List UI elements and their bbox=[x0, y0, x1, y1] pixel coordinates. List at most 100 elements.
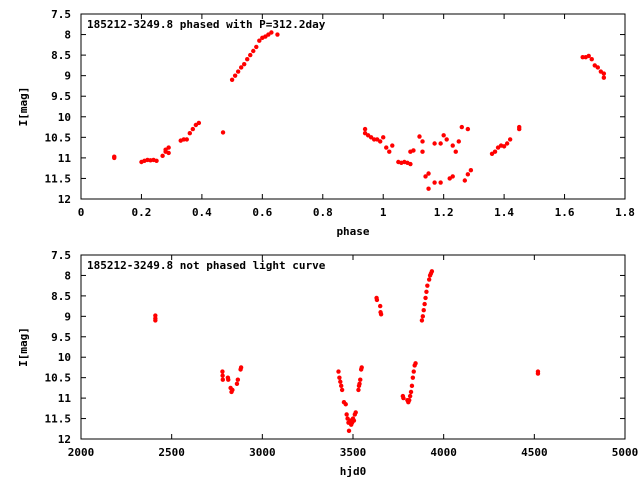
phased-data-point bbox=[187, 131, 192, 136]
phased-x-tick-label: 0.6 bbox=[252, 206, 272, 219]
unphased-data-point bbox=[153, 318, 158, 323]
phased-data-point bbox=[251, 48, 256, 54]
phased-data-point bbox=[450, 143, 455, 148]
unphased-data-point bbox=[429, 269, 435, 274]
unphased-x-tick-label: 3500 bbox=[340, 446, 367, 459]
phased-data-point bbox=[242, 61, 247, 67]
phased-x-tick-label: 1 bbox=[380, 206, 387, 219]
phased-y-tick-label: 10 bbox=[58, 111, 71, 124]
phased-data-point bbox=[468, 168, 474, 173]
unphased-data-point bbox=[425, 283, 430, 288]
unphased-data-point bbox=[374, 297, 380, 303]
phased-data-point bbox=[432, 141, 437, 146]
unphased-y-tick-label: 11.5 bbox=[45, 413, 72, 426]
phased-data-point bbox=[586, 53, 591, 59]
phased-data-point bbox=[275, 32, 280, 37]
phased-data-point bbox=[190, 126, 196, 132]
phased-data-point bbox=[220, 130, 226, 135]
unphased-y-tick-label: 11 bbox=[58, 392, 72, 405]
phased-axis-ticks: 0 0.2 0.4 0.6 0.8 1 1.2 1.4 1.6 1.8 7.5 8 8.5 9 9.5 10 1… bbox=[45, 8, 635, 219]
phased-data-point bbox=[426, 171, 431, 176]
phased-y-tick-label: 8.5 bbox=[51, 49, 71, 62]
phased-data-point bbox=[432, 180, 437, 185]
phased-data-point bbox=[232, 73, 238, 78]
phased-data-point bbox=[595, 65, 600, 70]
phased-data-point bbox=[229, 77, 235, 82]
unphased-data-point bbox=[411, 369, 416, 374]
unphased-data-points bbox=[153, 269, 541, 434]
phased-data-point bbox=[465, 126, 471, 132]
phased-y-tick-label: 9.5 bbox=[51, 90, 71, 103]
phased-data-point bbox=[492, 149, 498, 154]
phased-data-point bbox=[580, 54, 585, 60]
phased-chart-title: 185212-3249.8 phased with P=312.2day bbox=[87, 18, 326, 31]
unphased-x-axis-label: hjd0 bbox=[340, 465, 367, 478]
phased-y-tick-label: 8 bbox=[64, 29, 71, 42]
unphased-data-point bbox=[401, 395, 406, 401]
phased-y-tick-label: 11.5 bbox=[45, 172, 72, 185]
phased-data-point bbox=[184, 137, 189, 142]
unphased-data-point bbox=[359, 365, 364, 370]
unphased-y-tick-label: 7.5 bbox=[51, 249, 71, 262]
unphased-data-point bbox=[234, 381, 240, 386]
unphased-y-tick-label: 10.5 bbox=[45, 372, 72, 385]
unphased-data-point bbox=[424, 289, 429, 294]
phased-x-tick-label: 0.2 bbox=[132, 206, 152, 219]
unphased-y-tick-label: 8 bbox=[64, 269, 71, 282]
phased-data-point bbox=[166, 145, 171, 150]
unphased-x-tick-label: 4500 bbox=[521, 446, 548, 459]
phased-data-point bbox=[112, 155, 117, 161]
phased-data-point bbox=[384, 145, 389, 150]
unphased-data-point bbox=[337, 375, 342, 380]
phased-x-tick-label: 1.4 bbox=[494, 206, 514, 219]
unphased-data-point bbox=[356, 387, 361, 393]
unphased-data-point bbox=[410, 375, 416, 380]
unphased-data-point bbox=[409, 383, 415, 389]
phased-data-point bbox=[444, 137, 449, 142]
unphased-data-point bbox=[419, 318, 425, 323]
phased-data-point bbox=[438, 180, 443, 185]
phased-data-point bbox=[235, 69, 241, 74]
phased-data-point bbox=[154, 158, 159, 163]
phased-data-point bbox=[601, 75, 607, 80]
phased-data-point bbox=[504, 141, 510, 146]
phased-data-point bbox=[166, 150, 171, 156]
phased-data-point bbox=[420, 139, 425, 144]
phased-data-point bbox=[269, 30, 274, 35]
phased-data-point bbox=[245, 57, 250, 62]
unphased-chart-title: 185212-3249.8 not phased light curve bbox=[87, 259, 326, 272]
unphased-data-point bbox=[423, 295, 428, 301]
unphased-data-point bbox=[408, 389, 414, 395]
phased-data-point bbox=[381, 135, 386, 140]
phased-x-tick-label: 0.8 bbox=[313, 206, 333, 219]
unphased-x-tick-label: 5000 bbox=[612, 446, 639, 459]
phased-data-point bbox=[517, 126, 522, 132]
phased-data-point bbox=[248, 52, 253, 58]
phased-y-tick-label: 9 bbox=[64, 70, 71, 83]
unphased-data-point bbox=[344, 412, 349, 417]
unphased-x-tick-label: 2000 bbox=[68, 446, 95, 459]
unphased-data-point bbox=[353, 410, 358, 415]
phased-data-point bbox=[459, 124, 464, 130]
unphased-data-point bbox=[422, 301, 427, 307]
phased-data-point bbox=[254, 44, 259, 50]
phased-plot-frame bbox=[80, 13, 626, 200]
unphased-y-axis-label: I[mag] bbox=[17, 327, 30, 367]
phased-data-point bbox=[387, 149, 392, 154]
unphased-data-point bbox=[407, 397, 412, 403]
phased-data-point bbox=[362, 126, 368, 132]
unphased-data-point bbox=[378, 312, 384, 317]
unphased-data-point bbox=[351, 418, 357, 423]
phased-data-point bbox=[456, 139, 461, 144]
unphased-x-tick-label: 4000 bbox=[430, 446, 457, 459]
phased-data-point bbox=[441, 133, 446, 138]
unphased-y-tick-label: 9.5 bbox=[51, 331, 71, 344]
phased-y-tick-label: 7.5 bbox=[51, 8, 71, 21]
phased-data-point bbox=[411, 148, 416, 153]
phased-data-point bbox=[501, 144, 507, 149]
phased-data-point bbox=[453, 149, 458, 154]
unphased-y-tick-label: 8.5 bbox=[51, 290, 71, 303]
unphased-data-point bbox=[413, 361, 418, 366]
unphased-data-point bbox=[421, 308, 426, 313]
